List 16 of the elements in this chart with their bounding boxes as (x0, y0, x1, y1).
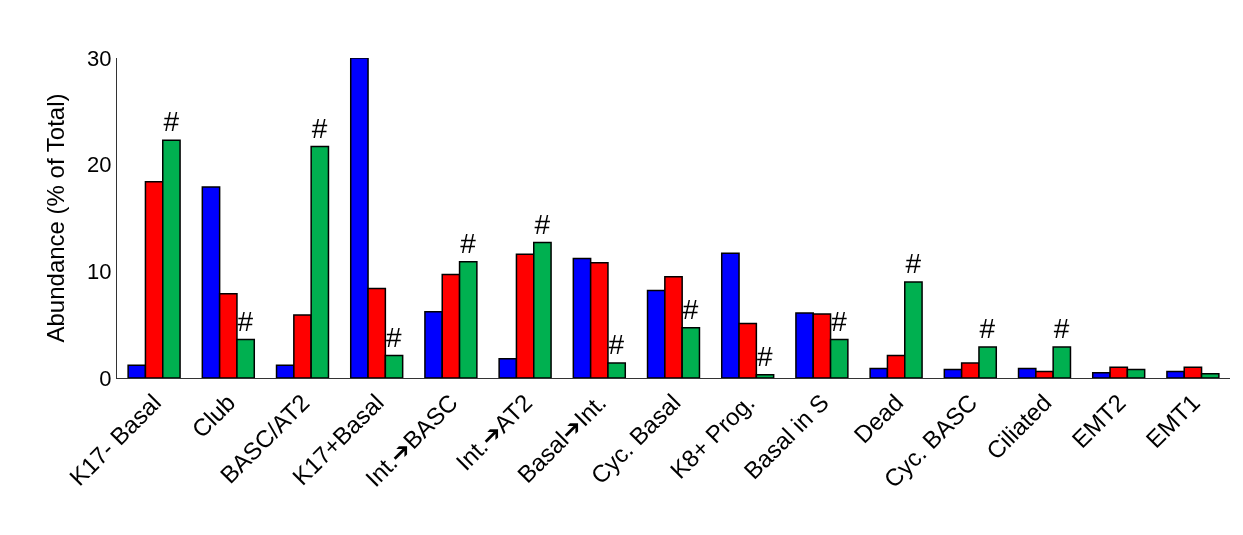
data-label: # (831, 305, 848, 337)
data-label: # (386, 321, 403, 353)
y-tick-label: 20 (87, 152, 112, 178)
data-label: # (534, 208, 551, 240)
data-label: # (905, 248, 922, 279)
data-label: # (979, 313, 996, 345)
data-label: # (460, 227, 477, 259)
y-tick-label: 10 (87, 259, 112, 285)
y-tick-label: 30 (87, 45, 112, 71)
data-label: # (311, 112, 328, 144)
data-label: # (682, 293, 699, 325)
data-label: # (163, 106, 180, 138)
y-tick-label: 0 (99, 365, 112, 391)
data-label: # (757, 340, 774, 372)
y-axis-title: Abundance (% of Total) (42, 93, 70, 343)
data-label: # (1053, 313, 1070, 345)
